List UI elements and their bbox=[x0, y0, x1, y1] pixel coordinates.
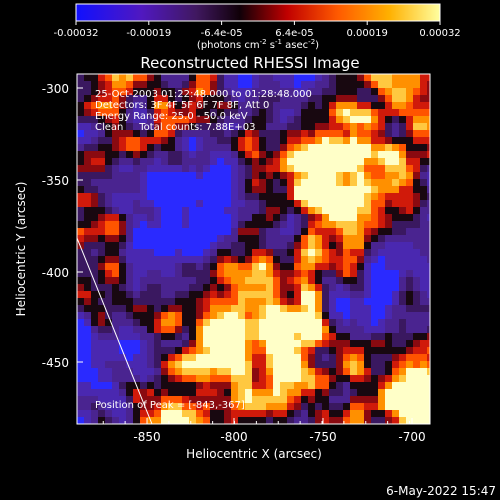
observation-info: 25-Oct-2003 01:22:48.000 to 01:28:48.000… bbox=[95, 89, 312, 133]
info-time-range: 25-Oct-2003 01:22:48.000 to 01:28:48.000 bbox=[95, 89, 312, 100]
peak-position: Position of Peak = [-843,-367] bbox=[95, 400, 245, 411]
image-area bbox=[76, 73, 431, 425]
colorbar-tick-label: -0.00032 bbox=[54, 28, 99, 39]
colorbar-tick-label: 0.00032 bbox=[419, 28, 460, 39]
colorbar-tick-label: -6.4e-05 bbox=[201, 28, 243, 39]
colorbar-scale bbox=[75, 3, 441, 22]
colorbar-tick-label: 6.4e-05 bbox=[275, 28, 313, 39]
y-axis: -300 -350 -400 -450 bbox=[42, 82, 83, 370]
colorbar-tick-label: -0.00019 bbox=[126, 28, 171, 39]
x-tick-label: -800 bbox=[220, 430, 247, 444]
plot-title: Reconstructed RHESSI Image bbox=[140, 54, 359, 72]
y-tick-label: -450 bbox=[42, 356, 69, 370]
y-tick-label: -350 bbox=[42, 174, 69, 188]
flux-image bbox=[77, 74, 430, 424]
y-tick-label: -400 bbox=[42, 266, 69, 280]
info-detectors: Detectors: 3F 4F 5F 6F 7F 8F, Att 0 bbox=[95, 100, 269, 111]
timestamp: 6-May-2022 15:47 bbox=[386, 484, 496, 498]
x-tick-label: -850 bbox=[133, 430, 160, 444]
solar-limb-line bbox=[77, 237, 153, 424]
y-tick-label: -300 bbox=[42, 82, 69, 96]
x-axis: -850 -800 -750 -700 bbox=[102, 418, 426, 444]
x-axis-label: Heliocentric X (arcsec) bbox=[186, 447, 322, 461]
colorbar: -0.00032 -0.00019 -6.4e-05 6.4e-05 0.00019 0.… bbox=[54, 3, 461, 51]
colorbar-unit-label: (photons cm-2 s-1 asec-2) bbox=[197, 38, 319, 51]
info-energy-range: Energy Range: 25.0 - 50.0 keV bbox=[95, 111, 248, 122]
plot-frame bbox=[76, 73, 431, 425]
x-tick-label: -700 bbox=[398, 430, 425, 444]
y-axis-label: Heliocentric Y (arcsec) bbox=[14, 182, 28, 317]
info-counts: Clean Total counts: 7.88E+03 bbox=[95, 122, 255, 133]
colorbar-tick-label: 0.00019 bbox=[347, 28, 388, 39]
x-tick-label: -750 bbox=[309, 430, 336, 444]
colorbar-ticks: -0.00032 -0.00019 -6.4e-05 6.4e-05 0.00019 0.… bbox=[54, 21, 461, 39]
